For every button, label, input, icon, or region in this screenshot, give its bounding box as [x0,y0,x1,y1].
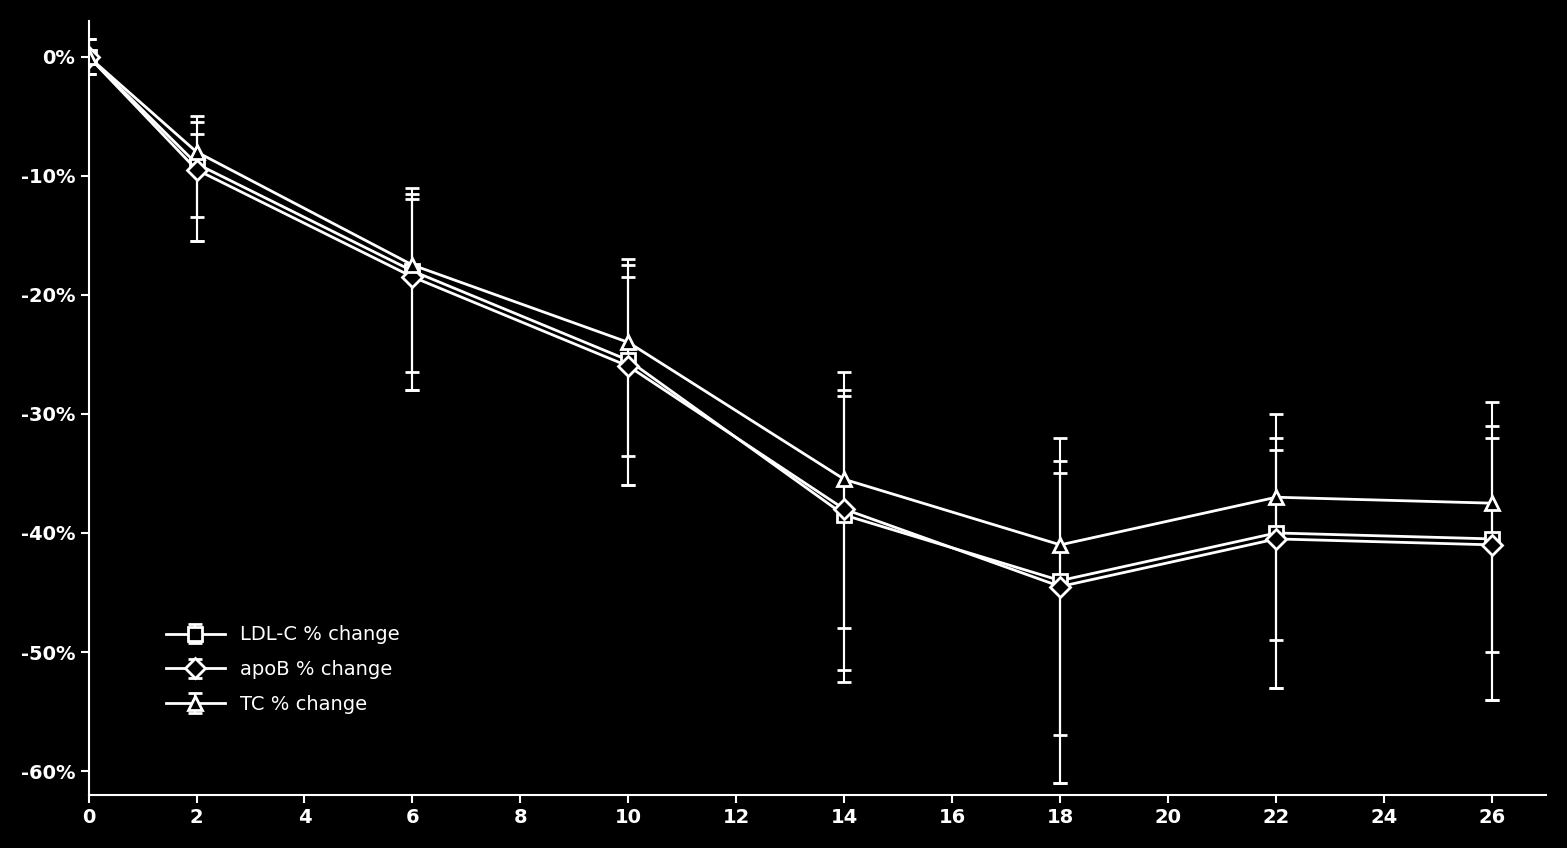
Legend: LDL-C % change, apoB % change, TC % change: LDL-C % change, apoB % change, TC % chan… [157,616,409,723]
